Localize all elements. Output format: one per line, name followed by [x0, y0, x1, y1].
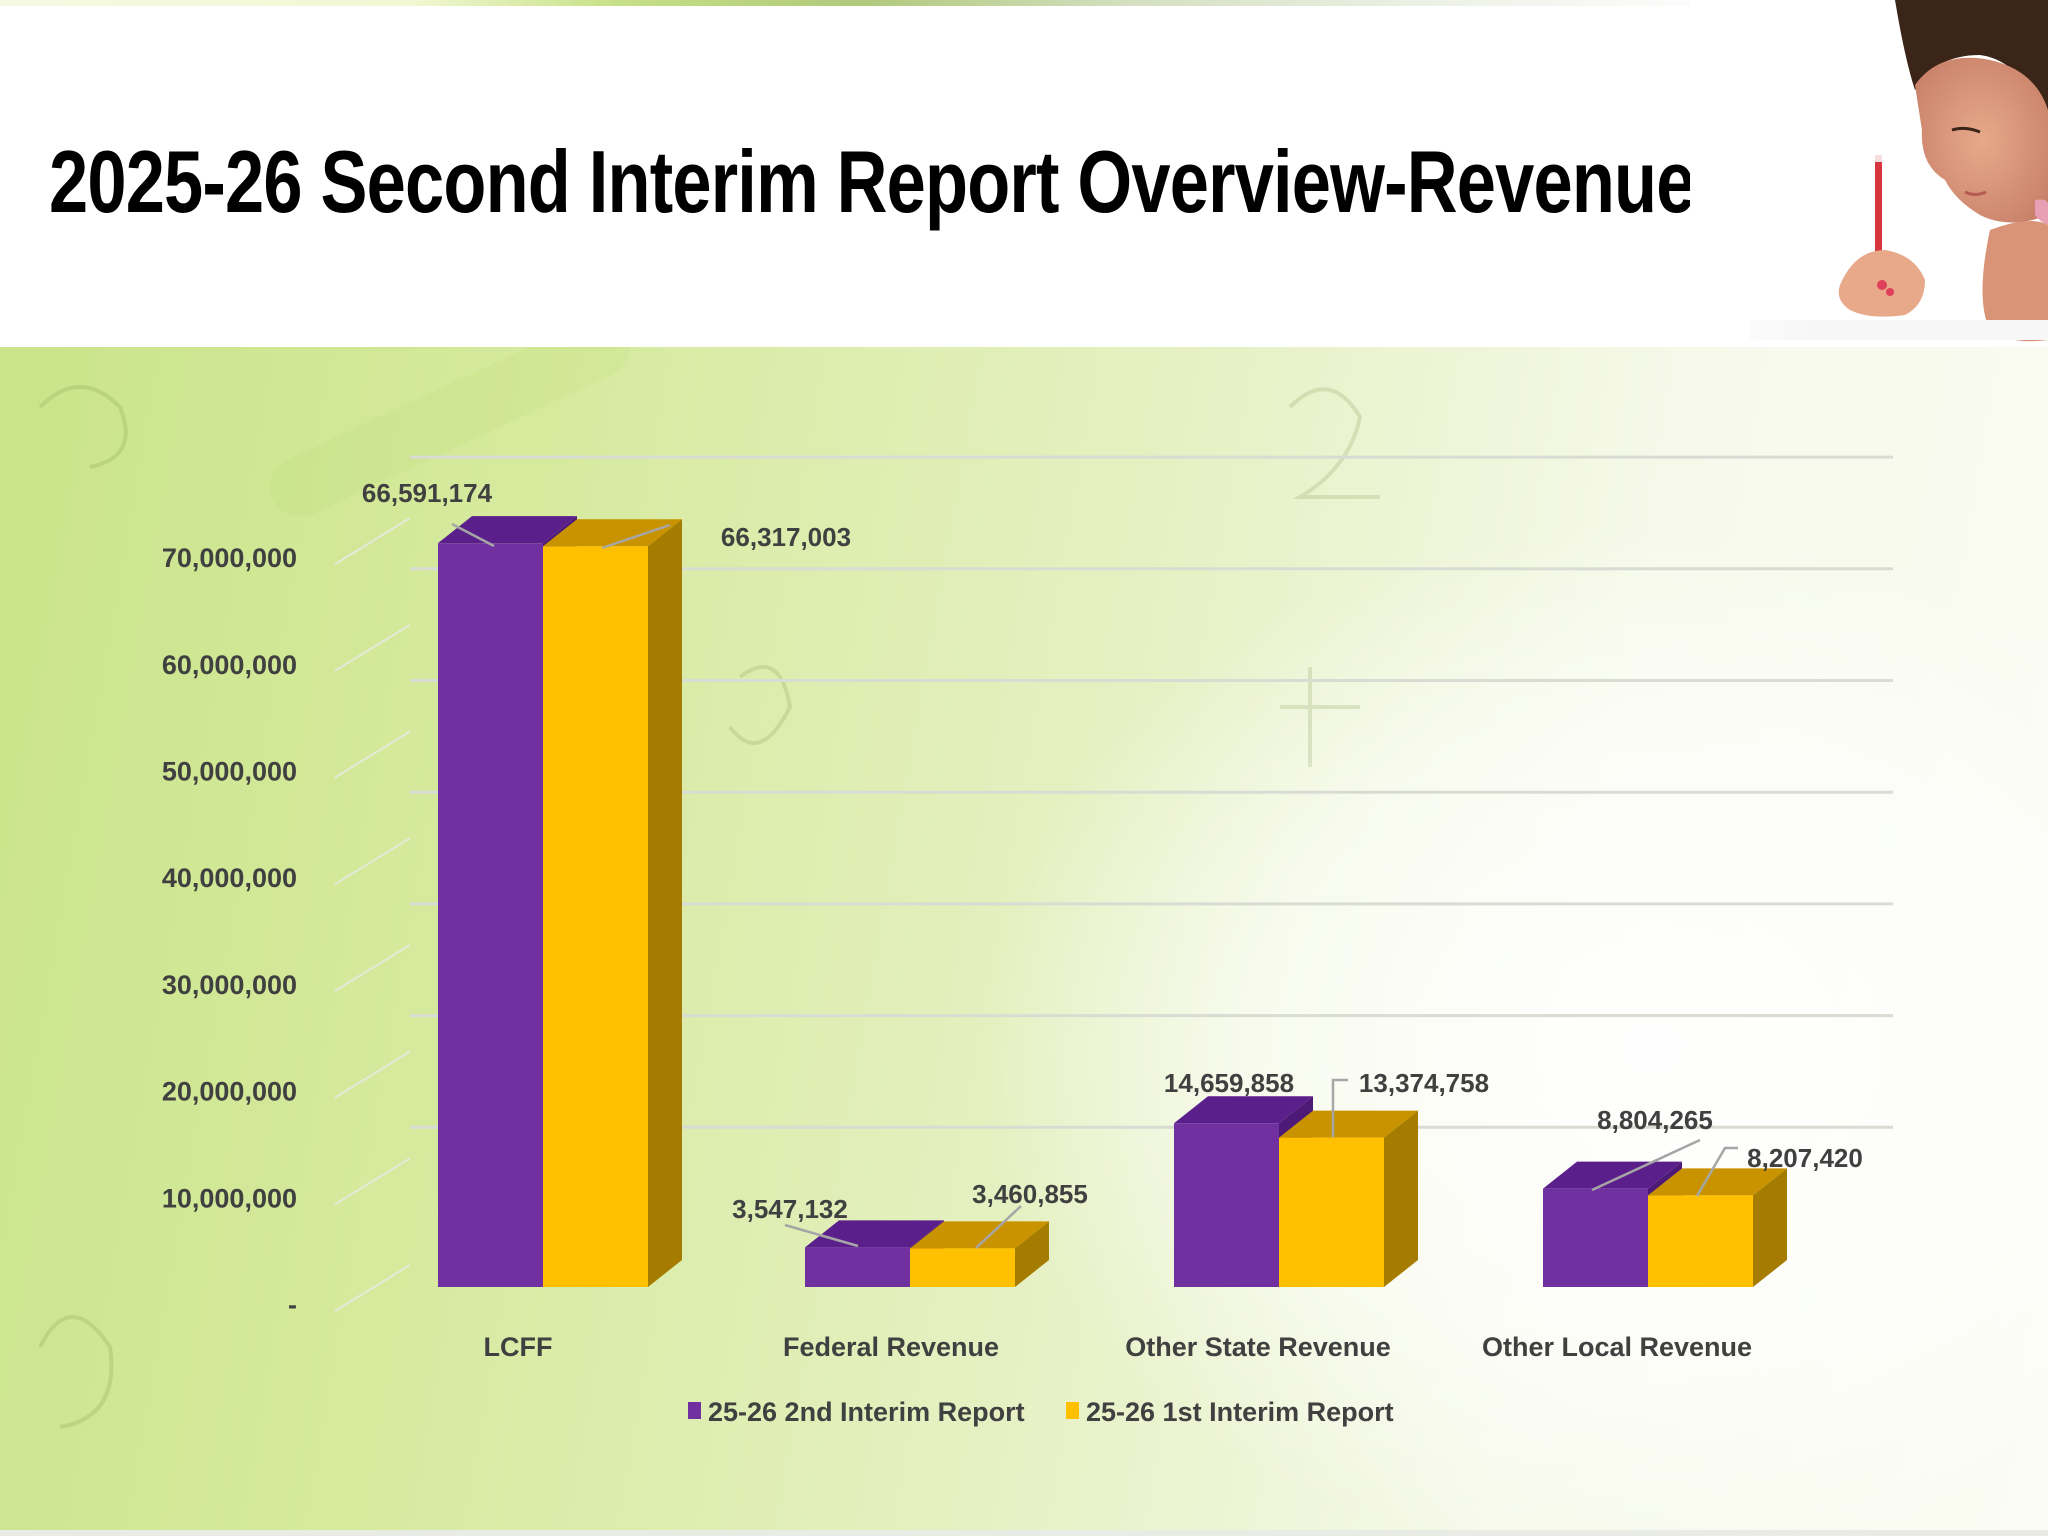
bar-side-face — [1753, 1168, 1787, 1287]
bar-series2 — [1279, 1110, 1418, 1287]
legend-label: 25-26 1st Interim Report — [1086, 1397, 1394, 1427]
bar-front-face — [1279, 1137, 1384, 1287]
data-label-leader-lines — [451, 522, 1738, 1249]
x-axis-category-labels: LCFF Federal Revenue Other State Revenue Ot… — [484, 1332, 1753, 1362]
axis-depth-line — [334, 1157, 411, 1206]
data-label: 14,659,858 — [1164, 1068, 1294, 1098]
data-label: 8,207,420 — [1747, 1143, 1863, 1173]
y-tick-label: 10,000,000 — [162, 1183, 297, 1213]
slide-body-background — [0, 347, 2048, 1530]
legend-item: 25-26 1st Interim Report — [1066, 1397, 1394, 1427]
category-label: Other State Revenue — [1125, 1332, 1391, 1362]
axis-depth-line — [334, 1264, 411, 1312]
leader-line — [451, 522, 495, 548]
bar-top-face — [438, 516, 577, 544]
y-tick-label: 70,000,000 — [162, 543, 297, 573]
child-writing-illustration — [1690, 0, 2048, 347]
axis-depth-line — [334, 837, 411, 886]
data-label: 8,804,265 — [1597, 1105, 1713, 1135]
bar-top-face — [910, 1221, 1049, 1249]
data-label: 66,591,174 — [362, 478, 493, 508]
bar-front-face — [1174, 1123, 1279, 1287]
background-math-doodles — [38, 347, 1380, 1429]
leader-line — [784, 1223, 859, 1248]
slide-header: 2025-26 Second Interim Report Overview-R… — [0, 0, 2048, 347]
leader-line — [975, 1205, 1022, 1249]
doodle-0 — [38, 385, 128, 469]
data-label: 13,374,758 — [1359, 1068, 1489, 1098]
data-label: 3,547,132 — [732, 1194, 848, 1224]
slide-title: 2025-26 Second Interim Report Overview-R… — [49, 132, 1695, 231]
bar-top-face — [1174, 1096, 1313, 1124]
axis-depth-line — [334, 623, 411, 672]
doodle-c — [38, 1315, 114, 1429]
y-tick-label: - — [288, 1290, 297, 1320]
y-axis-tick-labels: - 10,000,000 20,000,000 30,000,000 40,000,00… — [162, 543, 297, 1320]
bar-side-face — [648, 519, 682, 1287]
axis-depth-line — [334, 1050, 411, 1099]
legend-item: 25-26 2nd Interim Report — [688, 1397, 1025, 1427]
bar-front-face — [1543, 1188, 1648, 1287]
decorative-top-strip — [0, 0, 2048, 6]
doodle-stroke — [270, 347, 630, 517]
bar-side-face — [1384, 1110, 1418, 1287]
doodle-2 — [1288, 387, 1380, 499]
axis-depth-line — [334, 517, 411, 565]
bar-top-face — [1279, 1110, 1418, 1138]
legend-label: 25-26 2nd Interim Report — [708, 1397, 1025, 1427]
y-tick-label: 30,000,000 — [162, 970, 297, 1000]
bar-side-face — [1015, 1221, 1049, 1287]
bars — [438, 516, 1787, 1287]
bar-front-face — [805, 1247, 910, 1287]
legend: 25-26 2nd Interim Report 25-26 1st Interi… — [688, 1397, 1394, 1427]
axis-depth-line — [334, 944, 411, 992]
bar-front-face — [543, 546, 648, 1287]
category-label: LCFF — [484, 1332, 553, 1362]
bar-series2 — [910, 1221, 1049, 1287]
bar-series2 — [543, 519, 682, 1287]
legend-swatch — [1066, 1402, 1079, 1419]
category-label: Federal Revenue — [783, 1332, 999, 1362]
bar-front-face — [438, 543, 543, 1287]
y-tick-label: 40,000,000 — [162, 863, 297, 893]
bar-top-face — [1648, 1168, 1787, 1196]
bar-front-face — [1648, 1195, 1753, 1287]
leader-line — [601, 523, 671, 550]
bottom-band — [0, 1530, 2048, 1536]
category-label: Other Local Revenue — [1482, 1332, 1752, 1362]
bar-front-face — [910, 1248, 1015, 1287]
bar-top-face — [1543, 1161, 1682, 1189]
bar-series2 — [1648, 1168, 1787, 1287]
doodle-5 — [728, 665, 793, 745]
data-labels: 66,591,174 66,317,003 3,547,132 3,460,855 14… — [362, 478, 1863, 1224]
leader-line — [1331, 1078, 1348, 1137]
y-tick-label: 20,000,000 — [162, 1077, 297, 1107]
leader-line — [1695, 1146, 1738, 1197]
y-tick-label: 60,000,000 — [162, 650, 297, 680]
bar-top-face — [543, 519, 682, 547]
y-tick-label: 50,000,000 — [162, 757, 297, 787]
legend-swatch — [688, 1402, 701, 1419]
doodle-4 — [1280, 667, 1360, 767]
child-writing-photo — [1690, 0, 2048, 347]
leader-line — [1591, 1138, 1701, 1192]
data-label: 66,317,003 — [721, 522, 851, 552]
data-label: 3,460,855 — [972, 1179, 1088, 1209]
axis-depth-line — [334, 730, 411, 779]
